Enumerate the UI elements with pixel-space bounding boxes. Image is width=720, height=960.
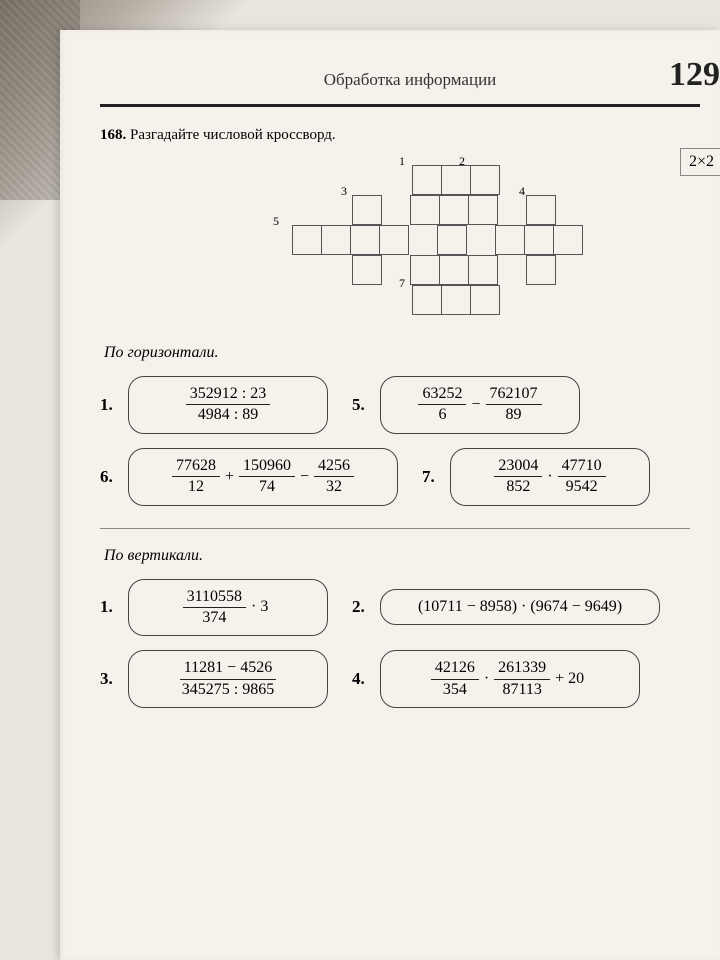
clue-down-4: 4. 42126354 · 26133987113 + 20 bbox=[352, 650, 640, 708]
clue-across-7: 7. 23004852 · 477109542 bbox=[422, 448, 650, 506]
problem-text: Разгадайте числовой кроссворд. bbox=[130, 127, 336, 143]
clue-number: 1. bbox=[100, 597, 118, 617]
grid-row bbox=[293, 226, 583, 255]
header-rule bbox=[100, 104, 700, 107]
fraction: 352912 : 23 4984 : 89 bbox=[186, 385, 270, 425]
grid-row bbox=[353, 256, 556, 285]
clue-number: 7. bbox=[422, 467, 440, 487]
clue-down-1: 1. 3110558374 · 3 bbox=[100, 579, 328, 637]
clue-box: 42126354 · 26133987113 + 20 bbox=[380, 650, 640, 708]
grid-label-3: 3 bbox=[341, 184, 347, 199]
clue-box: 23004852 · 477109542 bbox=[450, 448, 650, 506]
clue-box: 352912 : 23 4984 : 89 bbox=[128, 376, 328, 434]
problem-statement: 168. Разгадайте числовой кроссворд. bbox=[100, 127, 720, 144]
crossword-grid: 1 2 3 4 5 6 7 bbox=[255, 156, 565, 316]
textbook-page: Обработка информации 129 2×2 168. Разгад… bbox=[60, 30, 720, 960]
clue-number: 1. bbox=[100, 395, 118, 415]
clue-across-1: 1. 352912 : 23 4984 : 89 bbox=[100, 376, 328, 434]
grid-row bbox=[413, 166, 500, 195]
down-clues: 1. 3110558374 · 3 2. (10711 − 8958) · (9… bbox=[100, 579, 690, 709]
problem-number: 168. bbox=[100, 127, 126, 143]
clue-box: 7762812 + 15096074 − 425632 bbox=[128, 448, 398, 506]
grid-row bbox=[353, 196, 556, 225]
clue-number: 4. bbox=[352, 669, 370, 689]
clue-across-6: 6. 7762812 + 15096074 − 425632 bbox=[100, 448, 398, 506]
clue-box: 632526 − 76210789 bbox=[380, 376, 580, 434]
clue-number: 3. bbox=[100, 669, 118, 689]
grid-row bbox=[413, 286, 500, 315]
section-divider bbox=[100, 528, 690, 529]
clue-box: 11281 − 4526345275 : 9865 bbox=[128, 650, 328, 708]
across-title: По горизонтали. bbox=[104, 344, 720, 362]
across-clues: 1. 352912 : 23 4984 : 89 5. 632526 − 762… bbox=[100, 376, 690, 506]
clue-across-5: 5. 632526 − 76210789 bbox=[352, 376, 580, 434]
clue-number: 5. bbox=[352, 395, 370, 415]
chapter-title: Обработка информации bbox=[324, 70, 497, 90]
margin-box: 2×2 bbox=[680, 148, 720, 176]
clue-number: 6. bbox=[100, 467, 118, 487]
page-number: 129 bbox=[669, 56, 720, 94]
grid-label-5: 5 bbox=[273, 214, 279, 229]
down-title: По вертикали. bbox=[104, 547, 720, 565]
clue-down-3: 3. 11281 − 4526345275 : 9865 bbox=[100, 650, 328, 708]
clue-down-2: 2. (10711 − 8958) · (9674 − 9649) bbox=[352, 579, 660, 637]
clue-box: (10711 − 8958) · (9674 − 9649) bbox=[380, 589, 660, 625]
page-header: Обработка информации 129 bbox=[100, 70, 720, 96]
clue-number: 2. bbox=[352, 597, 370, 617]
clue-box: 3110558374 · 3 bbox=[128, 579, 328, 637]
grid-label-1: 1 bbox=[399, 154, 405, 169]
